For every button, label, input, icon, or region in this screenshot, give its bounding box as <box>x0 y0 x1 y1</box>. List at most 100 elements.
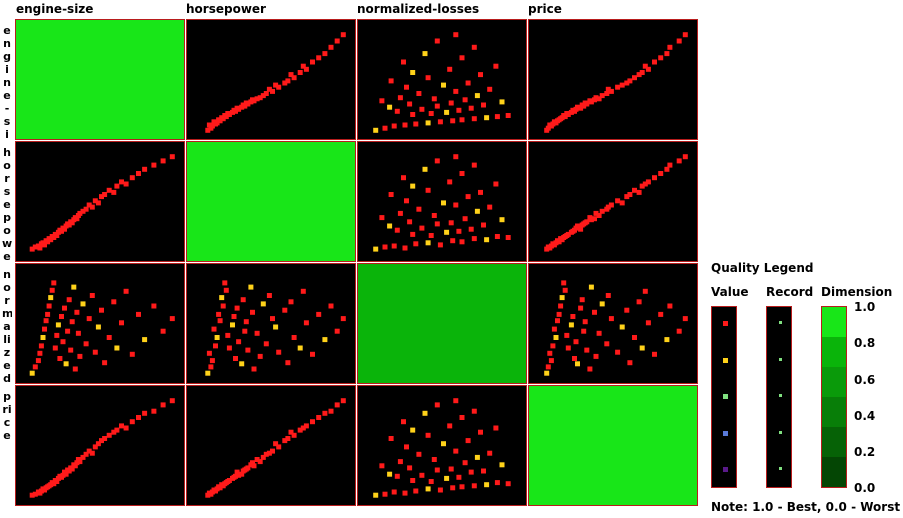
data-point <box>169 398 175 404</box>
data-point <box>575 223 580 229</box>
data-point <box>562 287 568 293</box>
data-point <box>75 330 81 336</box>
data-point <box>310 351 315 357</box>
data-point <box>382 125 388 131</box>
data-point <box>447 423 453 429</box>
data-point <box>587 366 593 372</box>
data-point <box>379 215 385 221</box>
data-point <box>222 280 228 286</box>
data-point <box>114 183 120 189</box>
data-point <box>328 44 334 50</box>
legend-tick-0.0: 0.0 <box>854 481 876 495</box>
data-point <box>291 335 297 340</box>
data-point <box>397 459 403 465</box>
data-point <box>416 206 422 212</box>
data-point <box>471 162 477 168</box>
data-point <box>92 198 98 204</box>
column-header-engine-size: engine-size <box>16 2 94 16</box>
data-point <box>471 408 477 414</box>
data-point <box>169 154 175 160</box>
data-point <box>74 216 80 222</box>
data-point <box>54 332 60 338</box>
data-point <box>119 179 124 185</box>
data-point <box>505 481 511 487</box>
data-point <box>447 66 453 72</box>
data-point <box>559 295 565 301</box>
data-point <box>471 44 477 50</box>
data-point <box>593 353 599 359</box>
data-point <box>453 154 459 160</box>
data-point <box>605 204 611 210</box>
data-point <box>206 350 212 356</box>
data-point <box>80 301 86 307</box>
scatter-cell-engine-size-vs-price <box>528 19 698 140</box>
data-point <box>62 305 67 311</box>
legend-note: Note: 1.0 - Best, 0.0 - Worst <box>711 500 901 514</box>
data-point <box>239 361 245 367</box>
data-point <box>564 332 570 338</box>
data-point <box>642 63 648 69</box>
data-point <box>619 82 625 88</box>
data-point <box>216 311 222 317</box>
data-point <box>328 303 334 309</box>
data-point <box>478 189 483 195</box>
data-point <box>382 491 388 497</box>
data-point <box>206 490 212 496</box>
data-point <box>266 450 272 456</box>
data-point <box>316 311 322 317</box>
data-point <box>407 465 413 471</box>
data-point <box>599 208 605 214</box>
data-point <box>72 463 78 469</box>
data-point <box>544 370 550 376</box>
data-point <box>624 194 630 200</box>
data-point <box>291 432 297 438</box>
data-point <box>129 351 135 357</box>
record-swatch <box>778 467 782 470</box>
data-point <box>123 288 129 294</box>
data-point <box>231 314 237 319</box>
data-point <box>604 341 610 347</box>
data-point <box>211 326 217 332</box>
data-point <box>387 471 393 477</box>
data-point <box>219 295 225 301</box>
data-point <box>481 222 486 228</box>
data-point <box>682 154 688 160</box>
data-point <box>387 223 393 229</box>
data-point <box>627 78 633 84</box>
diagonal-cell-price <box>528 385 698 506</box>
data-point <box>575 361 580 367</box>
data-point <box>328 408 334 414</box>
legend-value-label: Value <box>711 285 749 299</box>
data-point <box>667 44 673 50</box>
data-point <box>582 220 588 226</box>
dimension-level <box>822 457 846 487</box>
data-point <box>288 299 294 305</box>
data-point <box>394 108 400 114</box>
data-point <box>263 451 269 457</box>
data-point <box>32 491 38 497</box>
data-point <box>474 454 480 460</box>
data-point <box>379 98 385 104</box>
legend-title: Quality Legend <box>711 261 814 275</box>
data-point <box>664 166 670 172</box>
dimension-level <box>822 367 846 397</box>
legend-record-swatches <box>766 306 792 488</box>
data-point <box>579 102 585 108</box>
data-point <box>32 244 38 250</box>
data-point <box>639 345 645 351</box>
data-point <box>664 51 670 57</box>
data-point <box>387 104 393 110</box>
data-point <box>254 330 260 336</box>
data-point <box>86 202 92 208</box>
data-point <box>216 117 222 123</box>
data-point <box>114 345 120 351</box>
data-point <box>55 322 61 328</box>
data-point <box>551 119 557 125</box>
data-point <box>627 360 633 366</box>
data-point <box>587 215 593 221</box>
legend-value-swatches <box>711 306 737 488</box>
data-point <box>60 472 66 478</box>
data-point <box>564 111 570 116</box>
data-point <box>57 356 63 361</box>
data-point <box>45 311 51 317</box>
